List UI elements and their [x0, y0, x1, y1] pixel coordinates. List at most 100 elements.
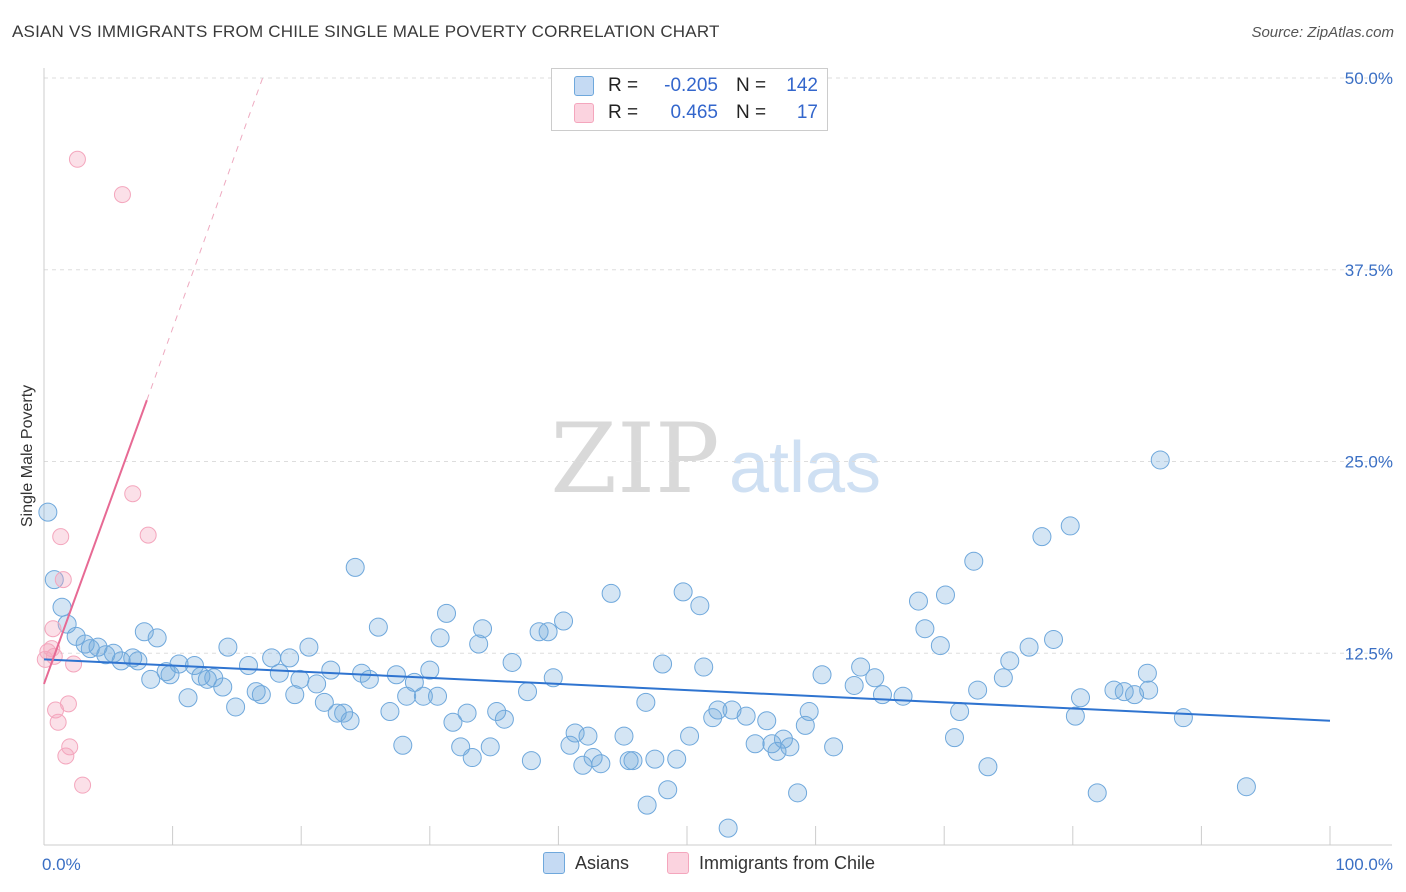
asian-point [1032, 527, 1052, 547]
asian-point [757, 711, 777, 731]
asian-point [978, 757, 998, 777]
asian-point [386, 665, 406, 685]
asian-point [502, 652, 522, 672]
asian-point [340, 711, 360, 731]
asian-point [226, 697, 246, 717]
asian-point [123, 648, 143, 668]
asian-point [1236, 777, 1256, 797]
asian-point [147, 628, 167, 648]
asian-point [299, 637, 319, 657]
asian-point [443, 712, 463, 732]
chile-point [44, 620, 62, 638]
asian-point [623, 751, 643, 771]
source-label: Source: ZipAtlas.com [1251, 24, 1394, 41]
asian-point [462, 748, 482, 768]
asian-point [1000, 651, 1020, 671]
asian-point [824, 737, 844, 757]
asian-point [694, 657, 714, 677]
asian-point [745, 734, 765, 754]
asian-point [944, 728, 964, 748]
chile-point [57, 747, 75, 765]
asian-point [658, 780, 678, 800]
asian-point [1114, 682, 1134, 702]
n-label: N = [736, 102, 767, 123]
asian-point [844, 675, 864, 695]
asian-point [591, 754, 611, 774]
asian-point [578, 726, 598, 746]
asian-point [893, 686, 913, 706]
asian-point [968, 680, 988, 700]
asian-point [690, 596, 710, 616]
asian-point [935, 585, 955, 605]
asian-point [437, 603, 457, 623]
asian-point [178, 688, 198, 708]
asian-point [380, 702, 400, 722]
asian-point [128, 651, 148, 671]
correlation-legend: R = -0.205 N = 142 R = 0.465 N = 17 [551, 68, 828, 131]
asian-point [667, 749, 687, 769]
asian-point [494, 709, 514, 729]
asian-point [521, 751, 541, 771]
asian-point [601, 583, 621, 603]
legend-swatch-asians [574, 76, 594, 96]
chart-title: ASIAN VS IMMIGRANTS FROM CHILE SINGLE MA… [12, 22, 720, 41]
legend-swatch-chile [574, 103, 594, 123]
asian-point [285, 685, 305, 705]
y-tick-label: 12.5% [1345, 644, 1393, 663]
tick-labels: 12.5% 25.0% 37.5% 50.0% 0.0% 100.0% [42, 69, 1393, 874]
asian-point [538, 622, 558, 642]
asian-point [1150, 450, 1170, 470]
asian-point [565, 723, 585, 743]
watermark-zip: ZIP [550, 403, 719, 515]
asian-point [52, 597, 72, 617]
asian-point [368, 617, 388, 637]
x-tick-label: 100.0% [1335, 855, 1393, 874]
asian-point [614, 726, 634, 746]
asian-point [543, 668, 563, 688]
asian-point [851, 657, 871, 677]
chile-trend-extension [146, 77, 264, 401]
asian-point [197, 669, 217, 689]
y-tick-label: 37.5% [1345, 261, 1393, 280]
r-value: -0.205 [664, 75, 718, 96]
asian-trend-line [43, 658, 1331, 722]
asian-point [1104, 680, 1124, 700]
asian-point [964, 551, 984, 571]
gridlines [44, 77, 1392, 654]
chile-point [139, 526, 157, 544]
legend-item-asians[interactable]: Asians [543, 852, 629, 874]
asian-point [636, 692, 656, 712]
asian-point [799, 702, 819, 722]
asian-point [251, 685, 271, 705]
asian-point [950, 702, 970, 722]
x-tick-label: 0.0% [42, 855, 81, 874]
asian-point [473, 619, 493, 639]
asian-point [246, 682, 266, 702]
chile-point [52, 528, 70, 546]
asian-point [1125, 685, 1145, 705]
asian-point [930, 636, 950, 656]
asian-point [788, 783, 808, 803]
chile-point [49, 713, 67, 731]
watermark: ZIP atlas [550, 403, 881, 515]
asian-point [44, 570, 64, 590]
asian-point [314, 692, 334, 712]
asian-point [583, 748, 603, 768]
asian-point [141, 669, 161, 689]
legend-swatch-chile [667, 852, 689, 874]
legend-item-chile[interactable]: Immigrants from Chile [667, 852, 875, 874]
asian-point [469, 634, 489, 654]
asian-point [718, 818, 738, 838]
asian-point [1044, 629, 1064, 649]
asian-point [865, 668, 885, 688]
asian-point [680, 726, 700, 746]
r-label: R = [608, 102, 639, 123]
asian-point [430, 628, 450, 648]
asian-point [111, 651, 131, 671]
asian-point [334, 703, 354, 723]
n-label: N = [736, 75, 767, 96]
n-value: 142 [786, 75, 818, 96]
legend-label-asians: Asians [575, 852, 630, 873]
asian-point [1137, 663, 1157, 683]
